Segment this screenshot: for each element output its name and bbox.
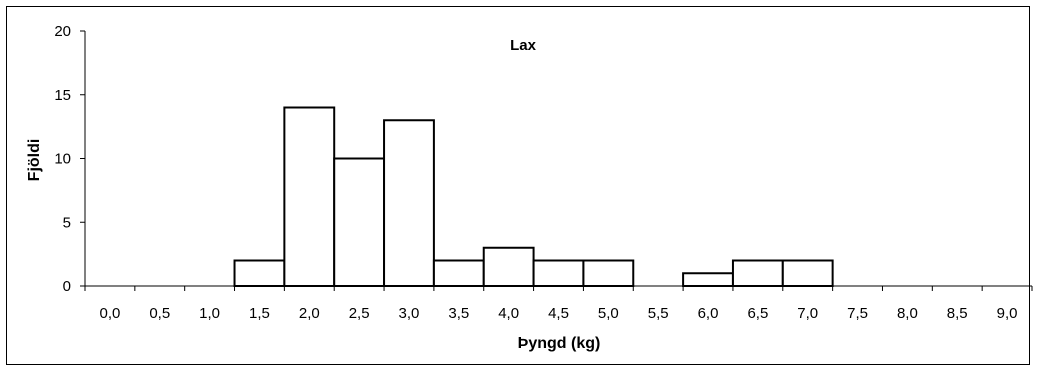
x-tick-label: 9,0 [997, 305, 1018, 322]
x-tick-label: 8,5 [947, 305, 968, 322]
x-tick-label: 3,5 [448, 305, 469, 322]
x-tick-label: 7,0 [797, 305, 818, 322]
x-tick-label: 6,0 [698, 305, 719, 322]
x-tick-label: 2,0 [299, 305, 320, 322]
bar-6,0 [682, 272, 734, 287]
y-tick-label: 20 [54, 23, 71, 40]
bar-1,5 [233, 259, 286, 287]
x-tick-label: 1,5 [249, 305, 270, 322]
chart-title: Lax [510, 37, 537, 54]
bar-3,0 [383, 119, 435, 287]
y-axis-label: Fjöldi [26, 139, 43, 182]
x-tick-label: 8,0 [897, 305, 918, 322]
y-tick-label: 5 [63, 214, 71, 231]
bar-5,0 [582, 259, 635, 287]
chart-frame [6, 6, 1030, 365]
x-tick-label: 5,5 [648, 305, 669, 322]
bar-3,5 [432, 259, 485, 287]
x-tick-label: 5,0 [598, 305, 619, 322]
x-tick-label: 1,0 [199, 305, 220, 322]
x-tick-label: 0,5 [149, 305, 170, 322]
x-tick-label: 7,5 [847, 305, 868, 322]
x-tick-label: 4,5 [548, 305, 569, 322]
axes-group: 0 5 10 15 20 0,0 0,5 1,0 1,5 2,0 2,5 3,0 3,5 4,0 4,5 5,… [54, 23, 1033, 322]
y-tick-label: 15 [54, 87, 71, 104]
bar-6,5 [731, 259, 784, 287]
x-tick-label: 4,0 [498, 305, 519, 322]
bar-2,0 [283, 106, 336, 287]
bar-7,0 [781, 259, 834, 287]
x-tick-label: 0,0 [99, 305, 120, 322]
x-axis-label: Þyngd (kg) [518, 335, 601, 352]
bar-2,5 [333, 157, 386, 287]
bars-group [233, 106, 834, 287]
x-tick-label: 3,0 [399, 305, 420, 322]
bar-4,0 [482, 246, 535, 287]
x-tick-label: 2,5 [349, 305, 370, 322]
y-tick-label: 10 [54, 151, 71, 168]
x-tick-label: 6,5 [747, 305, 768, 322]
y-tick-label: 0 [63, 278, 71, 295]
bar-4,5 [532, 259, 585, 287]
